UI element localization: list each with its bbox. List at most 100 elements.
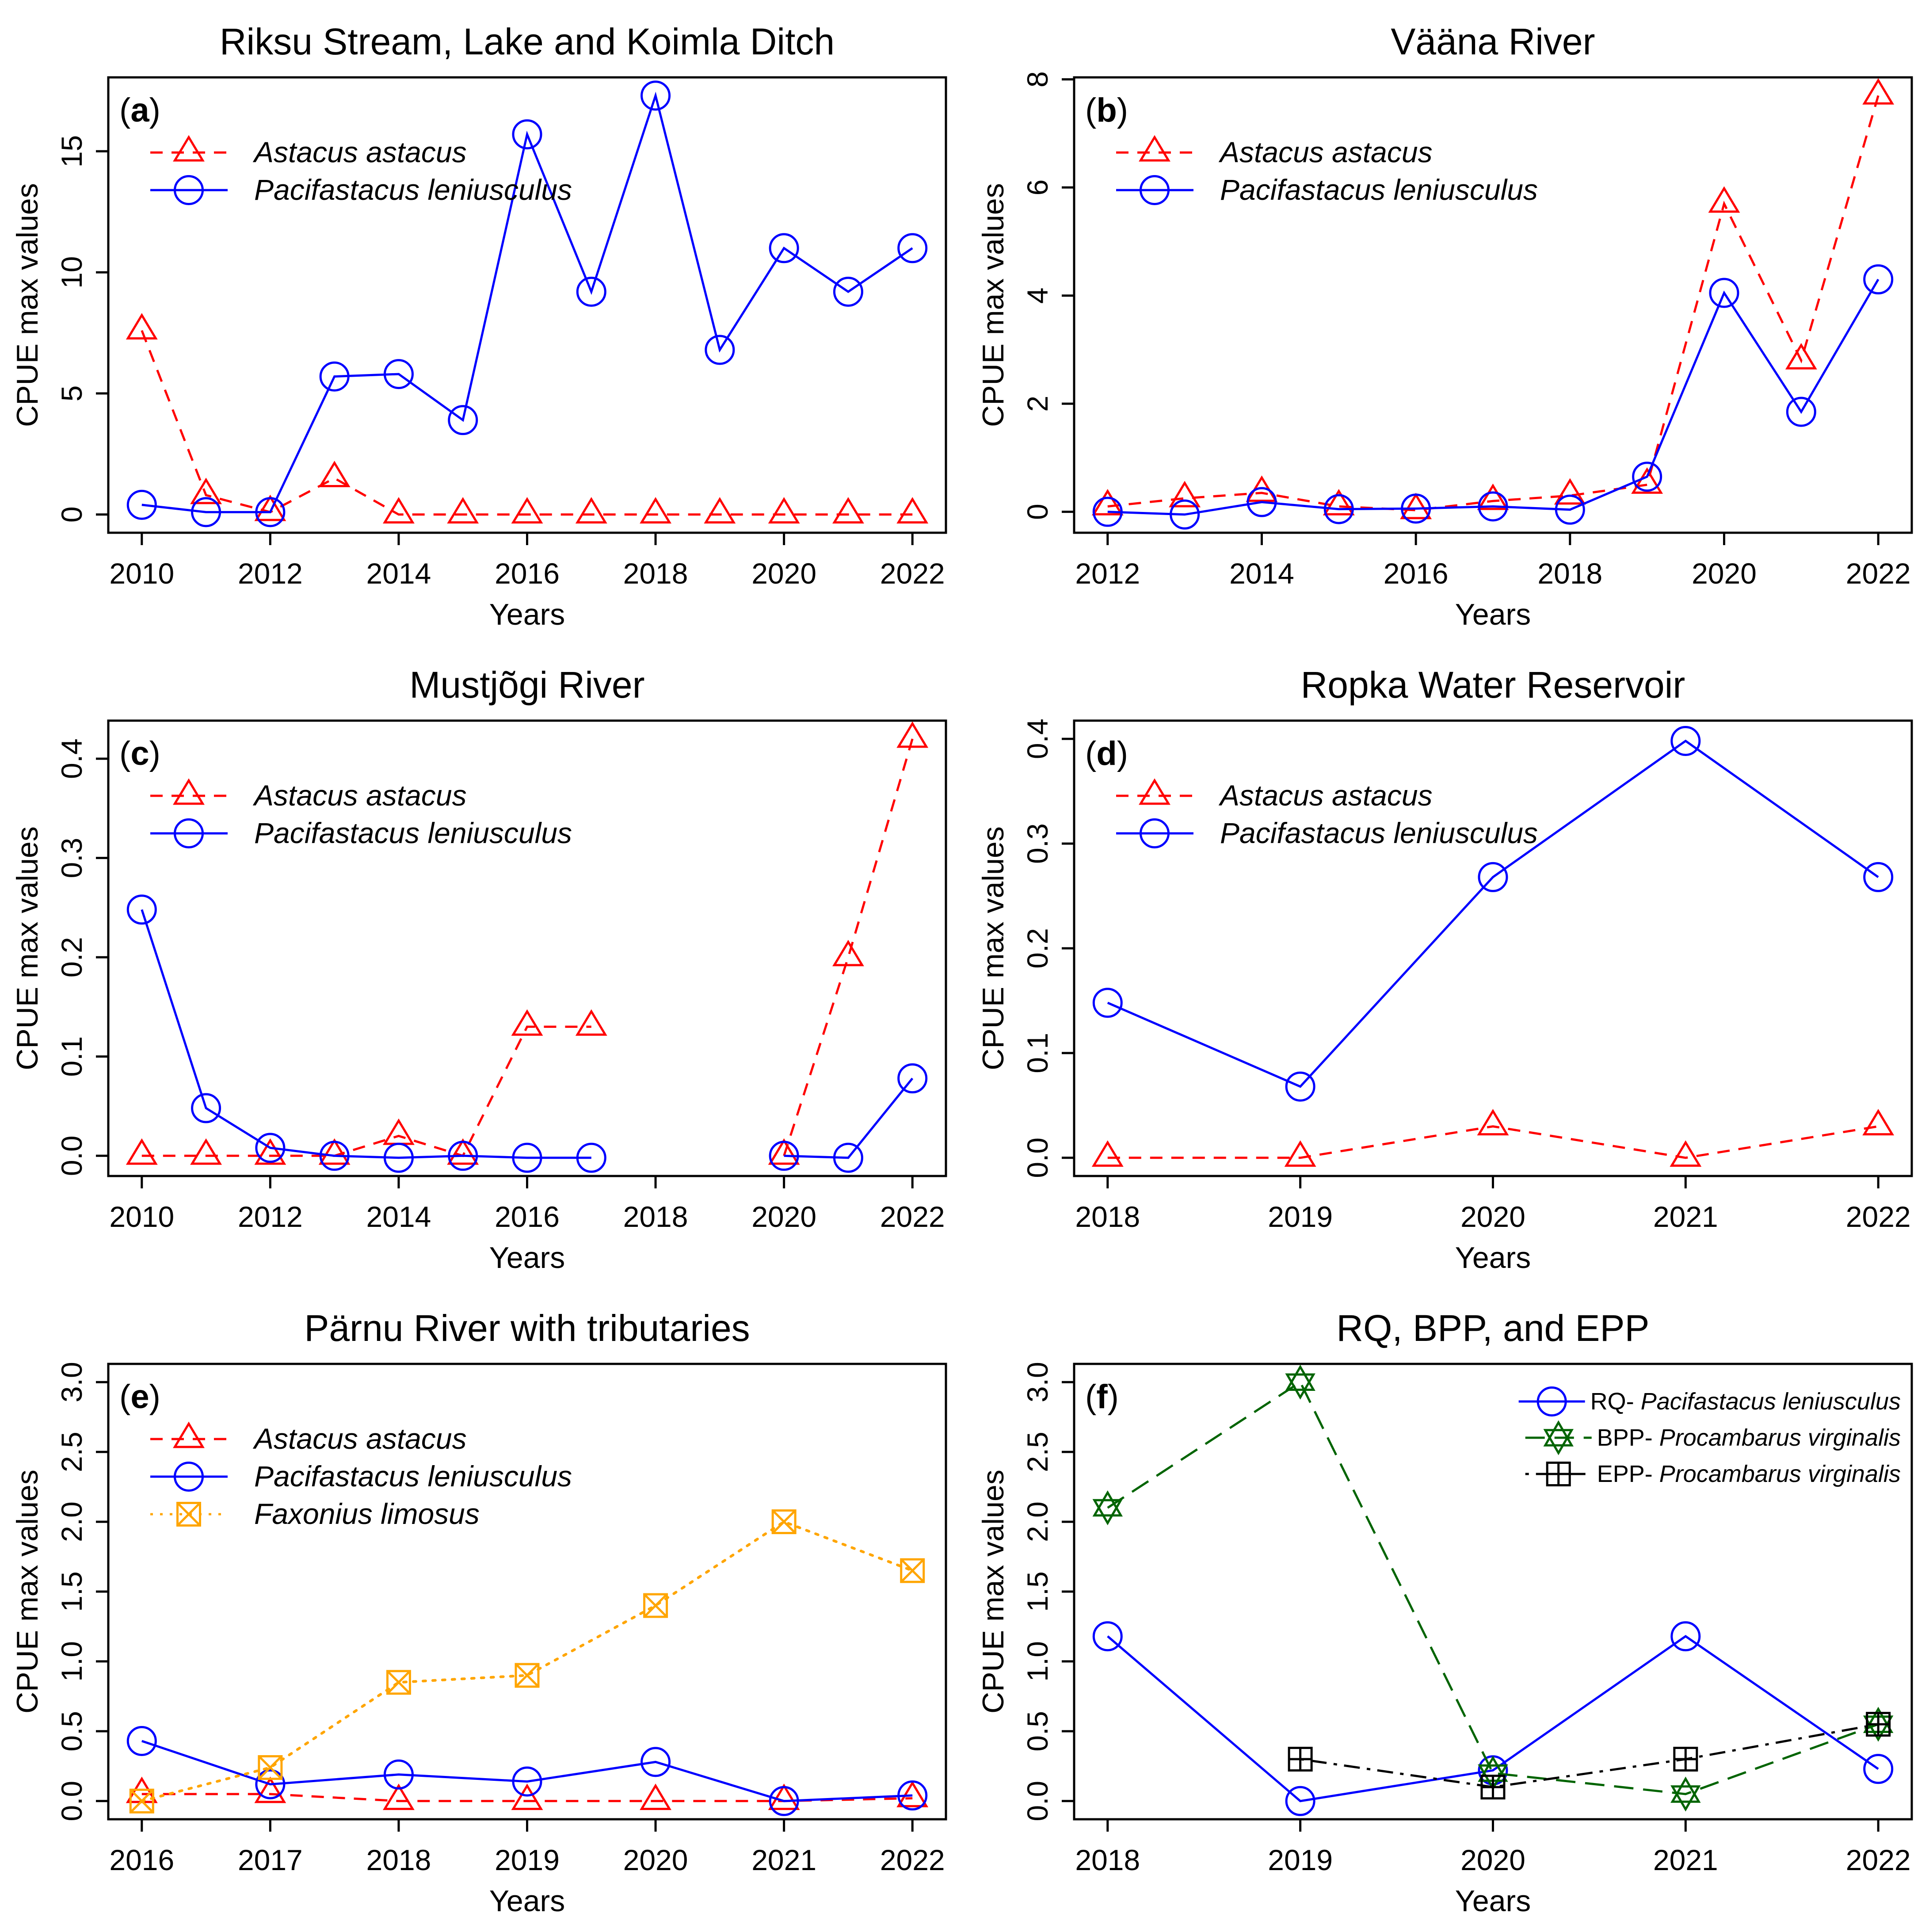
x-tick-label: 2021 (751, 1844, 816, 1876)
data-point (1091, 1140, 1124, 1167)
y-tick-label: 0.0 (1021, 1781, 1054, 1821)
data-point (768, 1783, 800, 1810)
data-point (255, 1133, 286, 1163)
legend-label: Pacifastacus leniusculus (254, 173, 572, 206)
x-axis-label: Years (1455, 598, 1531, 631)
panel-d: Ropka Water Reservoir 2018 2019 2020 2021 202… (976, 664, 1913, 1275)
legend-label: Astacus astacus (252, 779, 467, 812)
data-point (1285, 1364, 1315, 1400)
y-tick-label: 0 (55, 506, 88, 523)
data-point (511, 497, 543, 524)
data-point (126, 489, 157, 520)
y-tick-label: 3.0 (1021, 1362, 1054, 1402)
series-3 (1288, 1712, 1891, 1800)
x-tick-label: 2012 (238, 1200, 303, 1233)
series-2 (126, 80, 928, 527)
data-point (383, 1783, 415, 1810)
y-tick-label: 0.4 (55, 738, 88, 779)
data-point (1477, 483, 1509, 510)
series-line (784, 1077, 914, 1159)
data-point (897, 233, 928, 263)
legend-label: EPP- Procambarus virginalis (1597, 1461, 1901, 1487)
series-1 (126, 1776, 929, 1810)
data-point (1709, 278, 1739, 308)
legend: RQ- Pacifastacus leniusculus BPP- Procamb… (1518, 1386, 1901, 1487)
data-point (769, 233, 799, 263)
data-point (1670, 1776, 1701, 1812)
x-tick-label: 2014 (1229, 557, 1294, 590)
data-point (511, 1783, 543, 1810)
data-point (1862, 78, 1895, 105)
data-point (1863, 1754, 1894, 1784)
x-tick-label: 2018 (366, 1844, 431, 1876)
legend: Astacus astacus Pacifastacus leniusculus (1116, 135, 1538, 206)
y-tick-label: 2.5 (55, 1432, 88, 1472)
data-point (1285, 1786, 1315, 1816)
data-point (640, 80, 671, 111)
data-point (1478, 862, 1508, 892)
y-tick-label: 3.0 (55, 1362, 88, 1402)
data-point (1632, 462, 1662, 492)
y-tick-label: 0.3 (55, 838, 88, 878)
data-point (386, 1670, 411, 1695)
x-tick-label: 2018 (1537, 557, 1602, 590)
data-point (1170, 499, 1200, 530)
legend: Astacus astacus Pacifastacus leniusculus (1116, 778, 1538, 849)
data-point (1631, 467, 1663, 494)
x-axis-label: Years (489, 598, 565, 631)
data-point (1092, 1490, 1123, 1525)
y-tick-label: 1.0 (55, 1641, 88, 1682)
y-tick-label: 0.0 (55, 1781, 88, 1821)
data-point (129, 1788, 154, 1814)
y-tick-label: 0.0 (1021, 1138, 1054, 1178)
x-axis-label: Years (1455, 1241, 1531, 1275)
y-tick-label: 8 (1021, 71, 1054, 88)
data-point (640, 497, 671, 524)
series-line (1107, 1125, 1879, 1159)
y-axis-label: CPUE max values (976, 1470, 1010, 1714)
series-line (140, 1520, 914, 1802)
data-point (1323, 489, 1355, 515)
series-line (141, 1740, 913, 1802)
data-point (447, 497, 479, 524)
data-point (448, 405, 478, 435)
y-tick-label: 2.0 (1021, 1501, 1054, 1542)
x-tick-label: 2022 (1846, 557, 1911, 590)
y-tick-label: 15 (55, 135, 88, 167)
series-line (1107, 279, 1879, 516)
series-2 (126, 894, 928, 1173)
y-tick-label: 0.3 (1021, 823, 1054, 864)
x-tick-label: 2020 (1692, 557, 1757, 590)
data-point (448, 1141, 478, 1171)
series-1 (1091, 78, 1895, 519)
data-point (126, 313, 158, 340)
data-point (1670, 725, 1701, 756)
data-point (1866, 1712, 1891, 1737)
y-axis-label: CPUE max values (11, 1470, 44, 1714)
series-line (1300, 1723, 1879, 1788)
legend-label: Astacus astacus (1218, 136, 1433, 168)
legend-marker (173, 1421, 205, 1448)
y-axis-label: CPUE max values (11, 826, 44, 1070)
data-point (896, 1780, 929, 1807)
series-line (141, 909, 591, 1159)
data-point (1247, 487, 1277, 517)
panel-label: (e) (119, 1378, 160, 1416)
plot-frame (1073, 719, 1913, 1177)
data-point (515, 1663, 540, 1688)
legend-label: Astacus astacus (1218, 779, 1433, 812)
panel-label: (b) (1085, 92, 1128, 129)
data-point (254, 494, 286, 521)
x-tick-label: 2014 (366, 557, 431, 590)
y-tick-label: 0.1 (55, 1036, 88, 1077)
legend-marker (176, 1502, 201, 1527)
data-point (1323, 494, 1354, 524)
data-point (833, 276, 863, 307)
panel-b: Vääna River 2012 2014 2016 2018 2020 2022 Years… (976, 21, 1913, 631)
data-point (1285, 1071, 1315, 1102)
x-tick-label: 2018 (623, 557, 688, 590)
legend-label: Pacifastacus leniusculus (254, 817, 572, 849)
series-1 (126, 313, 929, 524)
data-point (126, 894, 157, 925)
series-2 (1092, 725, 1894, 1102)
